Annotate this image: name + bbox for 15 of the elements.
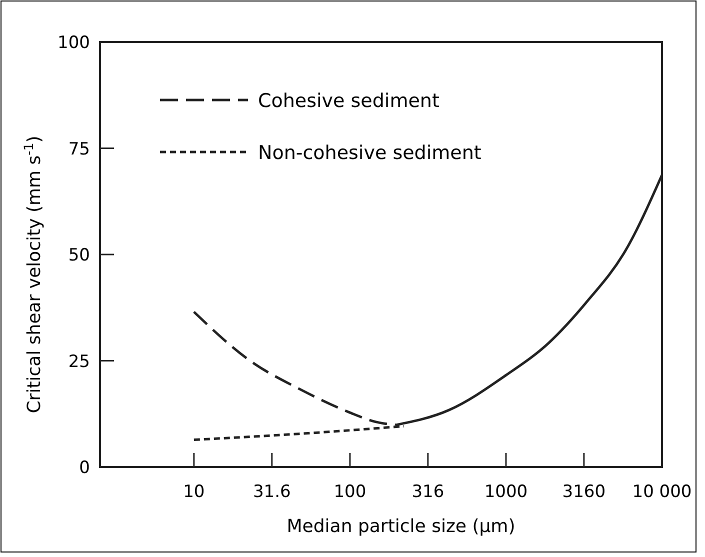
y-tick-label: 75: [68, 139, 90, 160]
y-tick-label: 100: [58, 33, 90, 53]
legend-label: Non-cohesive sediment: [258, 142, 482, 164]
x-tick-label: 3160: [562, 482, 606, 502]
x-tick-label: 31.6: [252, 482, 291, 502]
x-tick-label: 10 000: [632, 482, 692, 502]
y-tick-label: 0: [79, 458, 90, 478]
y-tick-label: 25: [68, 352, 90, 372]
x-tick-label: 100: [334, 482, 366, 502]
x-axis-title: Median particle size (μm): [286, 516, 516, 537]
x-tick-label: 316: [412, 482, 444, 502]
legend-label: Cohesive sediment: [258, 90, 440, 112]
x-tick-label: 1000: [484, 482, 528, 502]
y-tick-label: 50: [68, 246, 90, 266]
x-tick-label: 10: [183, 482, 205, 502]
